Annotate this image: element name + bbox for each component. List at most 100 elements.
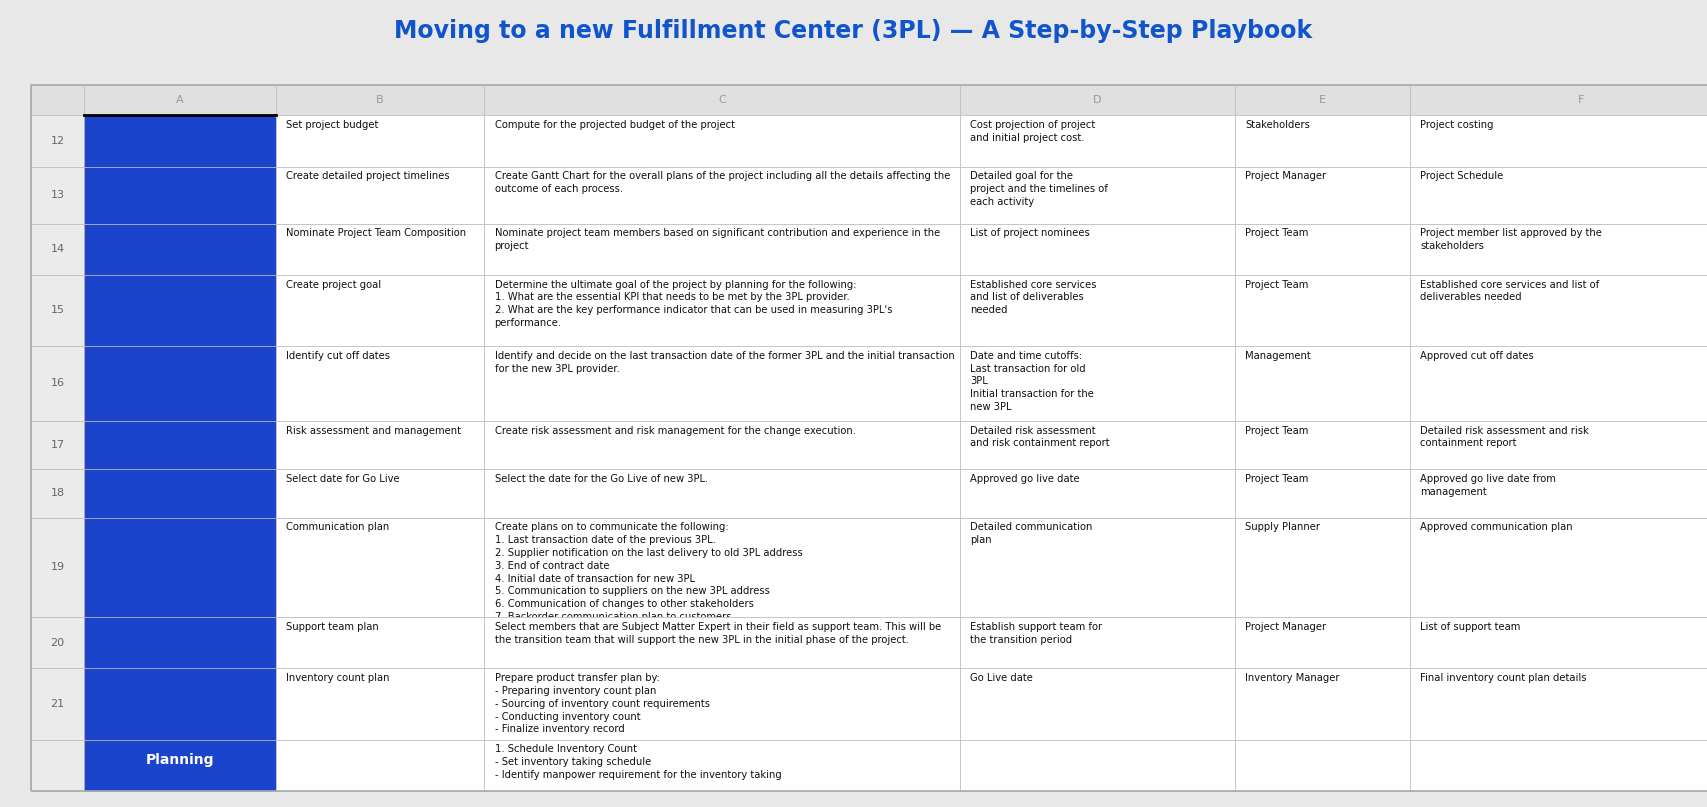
Text: Create risk assessment and risk management for the change execution.: Create risk assessment and risk manageme… (495, 425, 855, 436)
Bar (84, 617, 277, 668)
Text: Set project budget: Set project budget (287, 120, 379, 130)
Text: 20: 20 (50, 638, 65, 648)
Text: Establish support team for
the transition period: Establish support team for the transitio… (970, 622, 1103, 645)
Bar (959, 517, 1234, 617)
Bar (84, 346, 277, 420)
Text: C: C (719, 95, 725, 105)
Bar (1410, 346, 1707, 420)
Bar (485, 224, 959, 275)
Bar (84, 668, 277, 739)
Bar (84, 275, 277, 346)
Bar (1234, 167, 1410, 224)
Text: Inventory Manager: Inventory Manager (1244, 673, 1340, 684)
Text: F: F (1577, 95, 1584, 105)
Bar (1410, 275, 1707, 346)
Bar (277, 85, 485, 115)
Text: Communication plan: Communication plan (287, 522, 389, 533)
Text: Prepare product transfer plan by:
- Preparing inventory count plan
- Sourcing of: Prepare product transfer plan by: - Prep… (495, 673, 710, 734)
Text: Final inventory count plan details: Final inventory count plan details (1420, 673, 1588, 684)
Bar (84, 85, 277, 115)
Bar (485, 420, 959, 469)
Bar (277, 617, 485, 668)
Text: Stakeholders: Stakeholders (1244, 120, 1309, 130)
Bar (1234, 617, 1410, 668)
Bar (485, 275, 959, 346)
Text: Cost projection of project
and initial project cost.: Cost projection of project and initial p… (970, 120, 1096, 143)
Bar (277, 275, 485, 346)
Text: B: B (376, 95, 384, 105)
Text: 1. Schedule Inventory Count
- Set inventory taking schedule
- Identify manpower : 1. Schedule Inventory Count - Set invent… (495, 744, 782, 780)
Text: Planning: Planning (145, 753, 215, 767)
Bar (31, 346, 84, 420)
Text: Go Live date: Go Live date (970, 673, 1033, 684)
Text: List of support team: List of support team (1420, 622, 1521, 632)
Bar (1410, 668, 1707, 739)
Text: 16: 16 (51, 378, 65, 388)
Text: Moving to a new Fulfillment Center (3PL) — A Step-by-Step Playbook: Moving to a new Fulfillment Center (3PL)… (394, 19, 1313, 43)
Text: Project member list approved by the
stakeholders: Project member list approved by the stak… (1420, 228, 1603, 251)
Bar (959, 346, 1234, 420)
Text: Compute for the projected budget of the project: Compute for the projected budget of the … (495, 120, 734, 130)
Bar (277, 167, 485, 224)
Text: Determine the ultimate goal of the project by planning for the following:
1. Wha: Determine the ultimate goal of the proje… (495, 280, 893, 328)
Bar (277, 420, 485, 469)
Bar (277, 224, 485, 275)
Text: Select the date for the Go Live of new 3PL.: Select the date for the Go Live of new 3… (495, 474, 708, 484)
Bar (1234, 275, 1410, 346)
Bar (84, 115, 277, 167)
Text: 18: 18 (50, 488, 65, 499)
Text: Project Team: Project Team (1244, 280, 1309, 290)
Text: Project Team: Project Team (1244, 228, 1309, 238)
Text: Project Team: Project Team (1244, 425, 1309, 436)
Bar (31, 224, 84, 275)
Bar (959, 275, 1234, 346)
Text: Approved go live date from
management: Approved go live date from management (1420, 474, 1557, 497)
Text: Detailed risk assessment
and risk containment report: Detailed risk assessment and risk contai… (970, 425, 1110, 449)
Bar (31, 517, 84, 617)
Bar (1234, 469, 1410, 517)
Bar (1410, 617, 1707, 668)
Bar (277, 346, 485, 420)
Bar (1410, 469, 1707, 517)
Bar (31, 420, 84, 469)
Text: Identify cut off dates: Identify cut off dates (287, 351, 391, 361)
Bar (485, 617, 959, 668)
Bar (84, 517, 277, 617)
Bar (959, 85, 1234, 115)
Text: 13: 13 (51, 190, 65, 200)
Text: Inventory count plan: Inventory count plan (287, 673, 389, 684)
Bar (959, 617, 1234, 668)
Bar (31, 115, 84, 167)
Text: 15: 15 (51, 305, 65, 316)
Bar (1234, 115, 1410, 167)
Text: 14: 14 (50, 245, 65, 254)
Bar (1234, 739, 1410, 791)
Bar (1410, 167, 1707, 224)
Text: Identify and decide on the last transaction date of the former 3PL and the initi: Identify and decide on the last transact… (495, 351, 954, 374)
Bar (31, 85, 1707, 791)
Bar (277, 469, 485, 517)
Bar (485, 517, 959, 617)
Text: Nominate project team members based on significant contribution and experience i: Nominate project team members based on s… (495, 228, 941, 251)
Text: Project costing: Project costing (1420, 120, 1494, 130)
Bar (84, 420, 277, 469)
Text: Detailed risk assessment and risk
containment report: Detailed risk assessment and risk contai… (1420, 425, 1589, 449)
Text: Management: Management (1244, 351, 1311, 361)
Bar (1410, 115, 1707, 167)
Bar (1234, 420, 1410, 469)
Text: A: A (176, 95, 184, 105)
Text: Support team plan: Support team plan (287, 622, 379, 632)
Bar (485, 85, 959, 115)
Text: Detailed goal for the
project and the timelines of
each activity: Detailed goal for the project and the ti… (970, 172, 1108, 207)
Bar (1410, 739, 1707, 791)
Bar (959, 739, 1234, 791)
Text: Select members that are Subject Matter Expert in their field as support team. Th: Select members that are Subject Matter E… (495, 622, 941, 645)
Bar (485, 167, 959, 224)
Text: Date and time cutoffs:
Last transaction for old
3PL
Initial transaction for the
: Date and time cutoffs: Last transaction … (970, 351, 1094, 412)
Bar (1234, 668, 1410, 739)
Text: List of project nominees: List of project nominees (970, 228, 1089, 238)
Text: D: D (1092, 95, 1101, 105)
Text: E: E (1320, 95, 1326, 105)
Text: 17: 17 (50, 440, 65, 450)
Text: Create detailed project timelines: Create detailed project timelines (287, 172, 449, 182)
